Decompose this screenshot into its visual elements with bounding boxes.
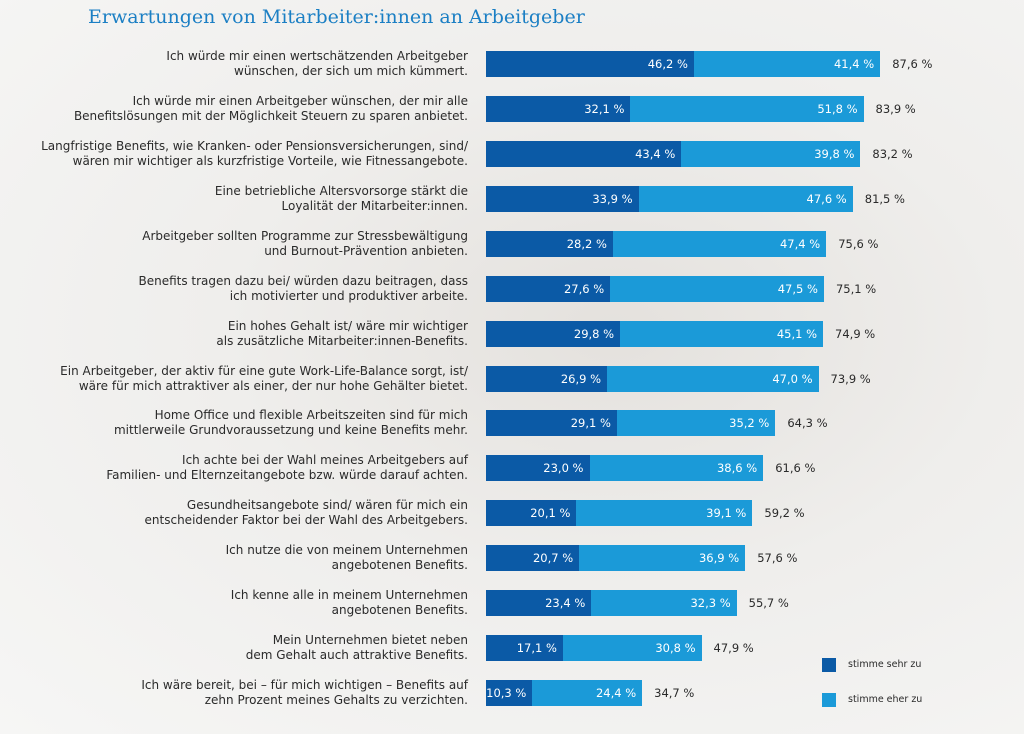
category-label: Mein Unternehmen bietet neben dem Gehalt… [245,633,468,663]
value-label: 39,8 % [814,146,855,161]
bar-segment [562,635,702,662]
value-label: 38,6 % [716,461,758,476]
total-label: 59,2 % [764,506,805,521]
total-label: 34,7 % [654,686,695,701]
category-label: Home Office und flexible Arbeitszeiten s… [113,408,468,438]
bar-segment [532,680,643,707]
bar-segment [681,140,861,167]
value-label: 10,3 % [486,686,527,701]
value-label: 35,2 % [729,416,770,431]
bar-segment [693,51,881,77]
value-label: 28,2 % [566,236,607,251]
bar-segment [589,455,764,482]
bar-segment [638,185,853,212]
bar-segment [607,365,819,392]
category-label: Ich würde mir einen wertschätzenden Arbe… [166,49,468,78]
value-label: 27,6 % [563,281,605,296]
value-label: 29,1 % [570,416,611,431]
value-label: 46,2 % [647,57,688,71]
total-label: 75,1 % [835,281,877,296]
chart-title: Erwartungen von Mitarbeiter:innen an Arb… [88,6,585,28]
value-label: 20,7 % [532,551,574,566]
bar-segment [486,500,577,527]
value-label: 29,8 % [573,326,615,341]
category-label: Eine betriebliche Altersvorsorge stärkt … [214,183,468,213]
bar-segment [486,51,694,77]
bar-segment [486,680,533,707]
value-label: 33,9 % [592,191,633,206]
value-label: 36,9 % [698,551,740,566]
category-label: Ich würde mir einen Arbeitgeber wünschen… [73,93,468,123]
bar-segment [486,590,592,617]
bar-segment [612,230,827,257]
bar-segment [486,95,631,122]
bar-segment [610,275,824,302]
bar-segment [486,320,621,347]
category-label: Arbeitgeber sollten Programme zur Stress… [142,228,468,258]
total-label: 74,9 % [835,326,876,341]
value-label: 26,9 % [560,371,602,386]
category-label: Ein Arbeitgeber, der aktiv für eine gute… [60,363,468,393]
legend-swatch [822,693,836,707]
total-label: 55,7 % [748,596,789,611]
bar-segment [486,230,613,257]
bar-segment [486,365,608,392]
bar-segment [630,95,864,122]
value-label: 47,0 % [772,371,813,386]
value-label: 43,4 % [635,146,676,161]
bar-segment [486,455,590,482]
value-label: 17,1 % [516,641,557,656]
bar-segment [486,185,639,212]
category-label: Ich kenne alle in meinem Unternehmen ang… [230,588,468,618]
bar-segment [486,545,580,572]
category-label: Gesundheitsangebote sind/ wären für mich… [144,498,468,528]
category-label: Ich achte bei der Wahl meines Arbeitgebe… [106,453,468,483]
value-label: 51,8 % [817,101,858,116]
total-label: 73,9 % [830,371,871,386]
legend-swatch [822,658,836,672]
category-label: Ich wäre bereit, bei – für mich wichtige… [141,678,468,708]
bar-segment [579,545,746,572]
bar-segment [616,410,776,437]
value-label: 41,4 % [833,57,875,71]
bar-segment [486,275,611,302]
total-label: 57,6 % [757,551,798,566]
category-label: Ich nutze die von meinem Unternehmen ang… [225,543,468,573]
total-label: 81,5 % [864,191,905,206]
value-label: 23,0 % [543,461,584,476]
total-label: 87,6 % [892,57,933,71]
total-label: 47,9 % [713,641,754,656]
total-label: 64,3 % [787,416,828,431]
value-label: 23,4 % [545,596,586,611]
total-label: 61,6 % [775,461,816,476]
total-label: 83,2 % [872,146,913,161]
category-label: Langfristige Benefits, wie Kranken- oder… [41,138,468,168]
value-label: 30,8 % [655,641,696,656]
value-label: 47,4 % [779,236,821,251]
total-label: 83,9 % [875,101,916,116]
value-label: 20,1 % [530,506,571,521]
bar-segment [486,140,682,167]
category-label: Benefits tragen dazu bei/ würden dazu be… [138,273,468,303]
category-label: Ein hohes Gehalt ist/ wäre mir wichtiger… [216,318,468,348]
bar-segment [591,590,737,617]
value-label: 47,6 % [806,191,847,206]
bar-segment [576,500,753,527]
value-label: 47,5 % [777,281,818,296]
legend-label: stimme eher zu [848,694,923,705]
bar-segment [620,320,824,347]
value-label: 32,1 % [584,101,625,116]
total-label: 75,6 % [838,236,879,251]
value-label: 32,3 % [690,596,731,611]
bar-segment [486,635,563,662]
bar-segment [486,410,617,437]
legend-label: stimme sehr zu [848,659,922,670]
value-label: 45,1 % [776,326,818,341]
value-label: 39,1 % [706,506,747,521]
value-label: 24,4 % [595,686,637,701]
